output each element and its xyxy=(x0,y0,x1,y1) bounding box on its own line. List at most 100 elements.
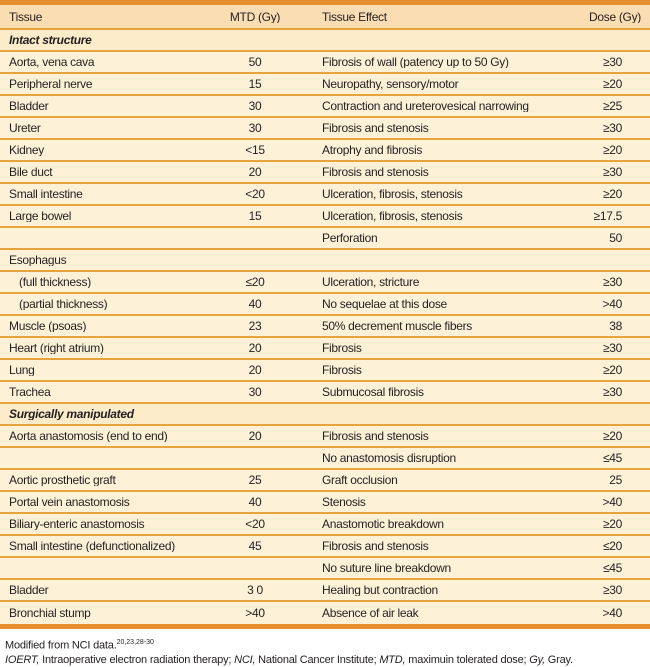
effect-cell: Fibrosis and stenosis xyxy=(322,166,429,178)
tissue-cell: Portal vein anastomosis xyxy=(9,496,130,508)
dose-cell: ≤20 xyxy=(602,540,622,552)
tissue-cell: Aorta, vena cava xyxy=(9,56,95,68)
tissue-cell: Small intestine (defunctionalized) xyxy=(9,540,175,552)
effect-cell: Atrophy and fibrosis xyxy=(322,144,423,156)
tissue-cell: Heart (right atrium) xyxy=(9,342,104,354)
section-row: Surgically manipulated xyxy=(0,404,650,426)
table-row: Aorta anastomosis (end to end) 20 Fibrosis… xyxy=(0,426,650,448)
table-row: Ureter 30 Fibrosis and stenosis ≥30 xyxy=(0,118,650,140)
table-row: Large bowel 15 Ulceration, fibrosis, steno… xyxy=(0,206,650,228)
table-row: Aortic prosthetic graft 25 Graft occlusion… xyxy=(0,470,650,492)
dose-cell: 50 xyxy=(609,232,622,244)
effect-cell: No anastomosis disruption xyxy=(322,452,456,464)
dose-cell: 38 xyxy=(609,320,622,332)
table-row: Kidney <15 Atrophy and fibrosis ≥20 xyxy=(0,140,650,162)
tissue-cell: Lung xyxy=(9,364,35,376)
dose-cell: ≥20 xyxy=(602,78,622,90)
tissue-cell: Aortic prosthetic graft xyxy=(9,474,116,486)
table-row: Trachea 30 Submucosal fibrosis ≥30 xyxy=(0,382,650,404)
mtd-cell: 45 xyxy=(248,540,262,552)
table-row: Muscle (psoas) 23 50% decrement muscle fib… xyxy=(0,316,650,338)
dose-cell: ≥30 xyxy=(602,386,622,398)
effect-cell: Ulceration, stricture xyxy=(322,276,420,288)
section-label: Intact structure xyxy=(9,34,92,46)
section-row: Intact structure xyxy=(0,30,650,52)
tissue-cell: Large bowel xyxy=(9,210,72,222)
mtd-cell: 20 xyxy=(248,166,262,178)
table-row: Perforation 50 xyxy=(0,228,650,250)
tissue-cell: Peripheral nerve xyxy=(9,78,93,90)
source-note-references: 20,23,28-30 xyxy=(116,639,154,646)
mtd-cell: <20 xyxy=(245,188,265,200)
col-header-mtd: MTD (Gy) xyxy=(229,10,281,23)
effect-cell: No sequelae at this dose xyxy=(322,298,447,310)
effect-cell: Ulceration, fibrosis, stenosis xyxy=(322,210,463,222)
tissue-cell: Aorta anastomosis (end to end) xyxy=(9,430,168,442)
effect-cell: Neuropathy, sensory/motor xyxy=(322,78,459,90)
dose-cell: ≥30 xyxy=(602,342,622,354)
section-label: Surgically manipulated xyxy=(9,408,134,420)
mtd-cell: <15 xyxy=(245,144,265,156)
tissue-cell: (partial thickness) xyxy=(19,298,108,310)
dose-cell: >40 xyxy=(602,298,623,310)
abbr-definition: National Cancer Institute; xyxy=(255,653,380,666)
tissue-cell: Ureter xyxy=(9,122,41,134)
effect-cell: Fibrosis of wall (patency up to 50 Gy) xyxy=(322,56,509,68)
table-bottom-rule xyxy=(0,624,650,629)
abbr-term: NCI, xyxy=(234,653,256,666)
table-row: Lung 20 Fibrosis ≥20 xyxy=(0,360,650,382)
effect-cell: Fibrosis xyxy=(322,342,362,354)
table-body: Intact structure Aorta, vena cava 50 Fibros… xyxy=(0,30,650,624)
table-row: Aorta, vena cava 50 Fibrosis of wall (pate… xyxy=(0,52,650,74)
effect-cell: Absence of air leak xyxy=(322,607,419,619)
dose-cell: ≤45 xyxy=(602,562,622,574)
effect-cell: Graft occlusion xyxy=(322,474,398,486)
tissue-cell: Esophagus xyxy=(9,254,67,266)
table-row: Esophagus xyxy=(0,250,650,272)
dose-cell: ≤45 xyxy=(602,452,622,464)
table-row: Bladder 30 Contraction and ureterovesical … xyxy=(0,96,650,118)
dose-cell: >40 xyxy=(602,607,623,619)
mtd-cell: <20 xyxy=(245,518,265,530)
footnotes: Modified from NCI data.20,23,28-30 IOERT… xyxy=(0,629,650,667)
effect-cell: Fibrosis and stenosis xyxy=(322,122,429,134)
tissue-cell: Trachea xyxy=(9,386,51,398)
mtd-cell: 30 xyxy=(248,122,262,134)
dose-cell: ≥30 xyxy=(602,56,622,68)
mtd-cell: 25 xyxy=(248,474,262,486)
mtd-cell: >40 xyxy=(245,607,265,619)
dose-cell: ≥20 xyxy=(602,144,622,156)
abbr-term: IOERT, xyxy=(5,653,40,666)
table-row: Portal vein anastomosis 40 Stenosis >40 xyxy=(0,492,650,514)
mtd-cell: 40 xyxy=(248,298,262,310)
col-header-tissue-effect: Tissue Effect xyxy=(322,10,387,23)
effect-cell: Stenosis xyxy=(322,496,366,508)
col-header-dose: Dose (Gy) xyxy=(589,10,641,23)
dose-cell: ≥20 xyxy=(602,188,622,200)
dose-cell: ≥20 xyxy=(602,430,622,442)
dose-cell: >40 xyxy=(602,496,623,508)
tissue-cell: Bile duct xyxy=(9,166,53,178)
dose-cell: ≥30 xyxy=(602,584,622,596)
table-row: Biliary-enteric anastomosis <20 Anastomoti… xyxy=(0,514,650,536)
table-top-rule xyxy=(0,0,650,5)
mtd-cell: 15 xyxy=(248,210,262,222)
tissue-cell: Bladder xyxy=(9,100,49,112)
mtd-cell: 20 xyxy=(248,364,262,376)
effect-cell: 50% decrement muscle fibers xyxy=(322,320,472,332)
mtd-cell: 15 xyxy=(248,78,262,90)
table-row: (partial thickness) 40 No sequelae at this… xyxy=(0,294,650,316)
effect-cell: Contraction and ureterovesical narrowing xyxy=(322,100,529,112)
abbr-term: Gy, xyxy=(529,653,545,666)
table-row: No suture line breakdown ≤45 xyxy=(0,558,650,580)
abbr-definition: maximuin tolerated dose; xyxy=(405,653,530,666)
table-header-row: Tissue MTD (Gy) Tissue Effect Dose (Gy) xyxy=(0,5,650,30)
tissue-cell: Small intestine xyxy=(9,188,83,200)
table-row: Heart (right atrium) 20 Fibrosis ≥30 xyxy=(0,338,650,360)
dose-cell: ≥30 xyxy=(602,122,622,134)
dose-cell: ≥25 xyxy=(602,100,622,112)
mtd-cell: 30 xyxy=(248,100,262,112)
tissue-cell: Bronchial stump xyxy=(9,607,91,619)
effect-cell: Fibrosis xyxy=(322,364,362,376)
mtd-cell: 23 xyxy=(248,320,262,332)
